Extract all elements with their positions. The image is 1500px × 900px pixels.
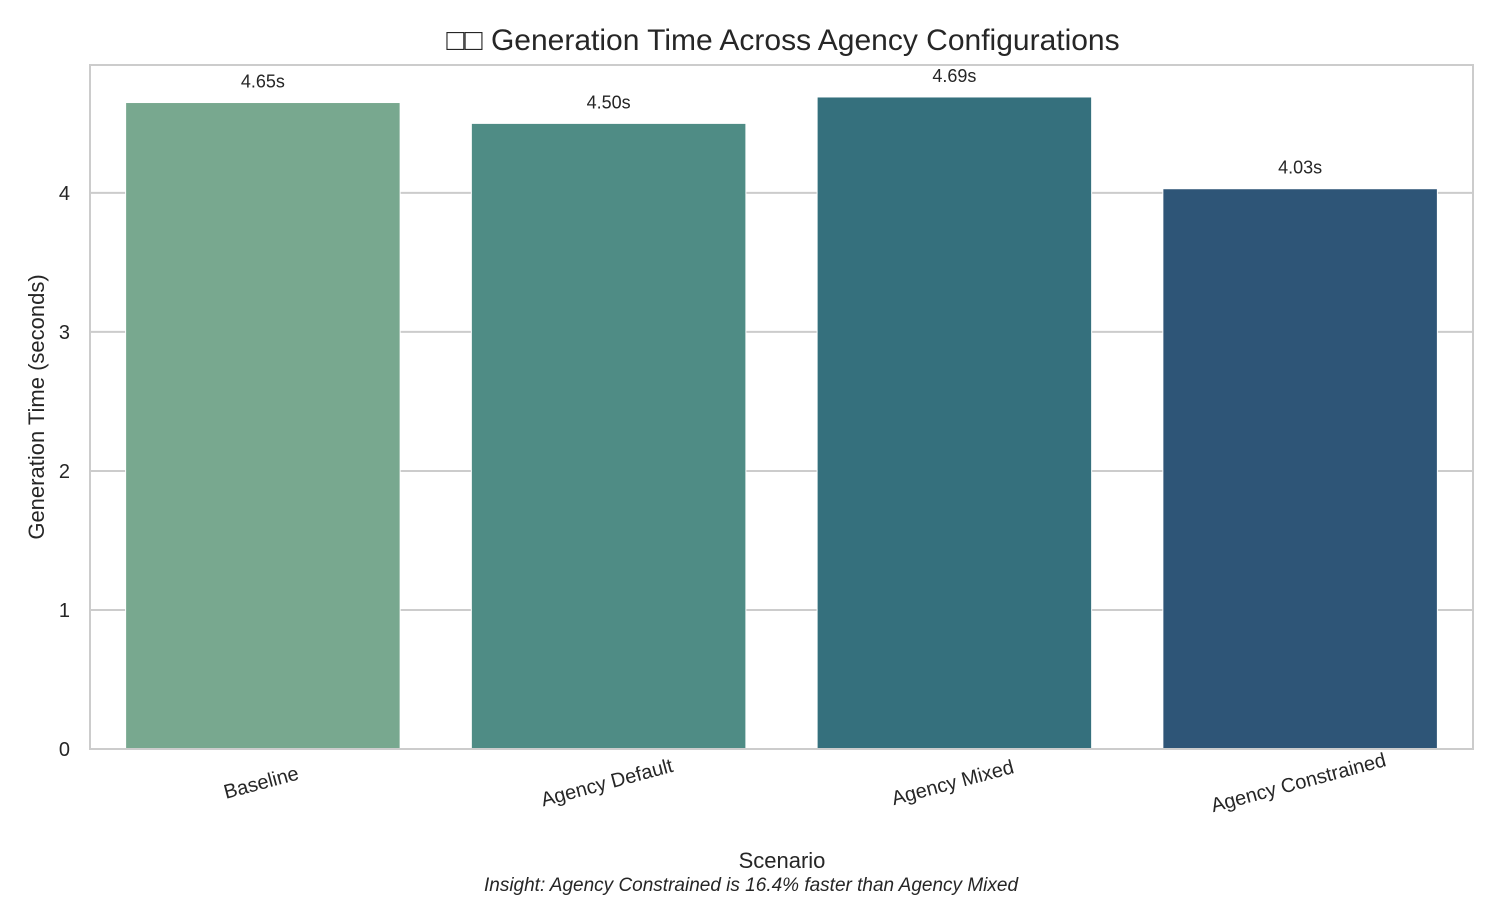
data-label-1: 4.50s — [587, 92, 631, 112]
insight-note: Insight: Agency Constrained is 16.4% fas… — [484, 875, 1019, 896]
bar-3 — [1162, 188, 1438, 750]
y-axis-label: Generation Time (seconds) — [24, 274, 49, 539]
bar-1 — [470, 122, 747, 750]
y-tick-label: 1 — [59, 600, 70, 622]
x-axis-label: Scenario — [739, 848, 826, 873]
y-tick-label: 4 — [59, 183, 70, 205]
bar-2 — [816, 96, 1093, 750]
bars — [125, 96, 1438, 750]
data-label-3: 4.03s — [1278, 158, 1322, 178]
y-tick-label: 0 — [59, 739, 70, 761]
y-tick-labels: 0 1 2 3 4 — [59, 183, 70, 761]
data-label-2: 4.69s — [932, 66, 976, 86]
chart-title: □□ Generation Time Across Agency Configu… — [446, 24, 1119, 57]
x-tick-label-2: Agency Mixed — [889, 756, 1016, 810]
x-tick-label-1: Agency Default — [539, 755, 676, 811]
y-tick-label: 3 — [59, 322, 70, 344]
x-tick-label-3: Agency Constrained — [1209, 749, 1389, 817]
plot-frame — [89, 64, 1474, 750]
data-label-0: 4.65s — [241, 72, 285, 92]
x-tick-label-0: Baseline — [221, 763, 301, 804]
bar-0 — [125, 102, 401, 750]
x-tick-labels: Baseline Agency Default Agency Mixed Agency… — [221, 749, 1388, 817]
y-tick-label: 2 — [59, 461, 70, 483]
data-labels: 4.65s 4.50s 4.69s 4.03s — [241, 66, 1322, 178]
